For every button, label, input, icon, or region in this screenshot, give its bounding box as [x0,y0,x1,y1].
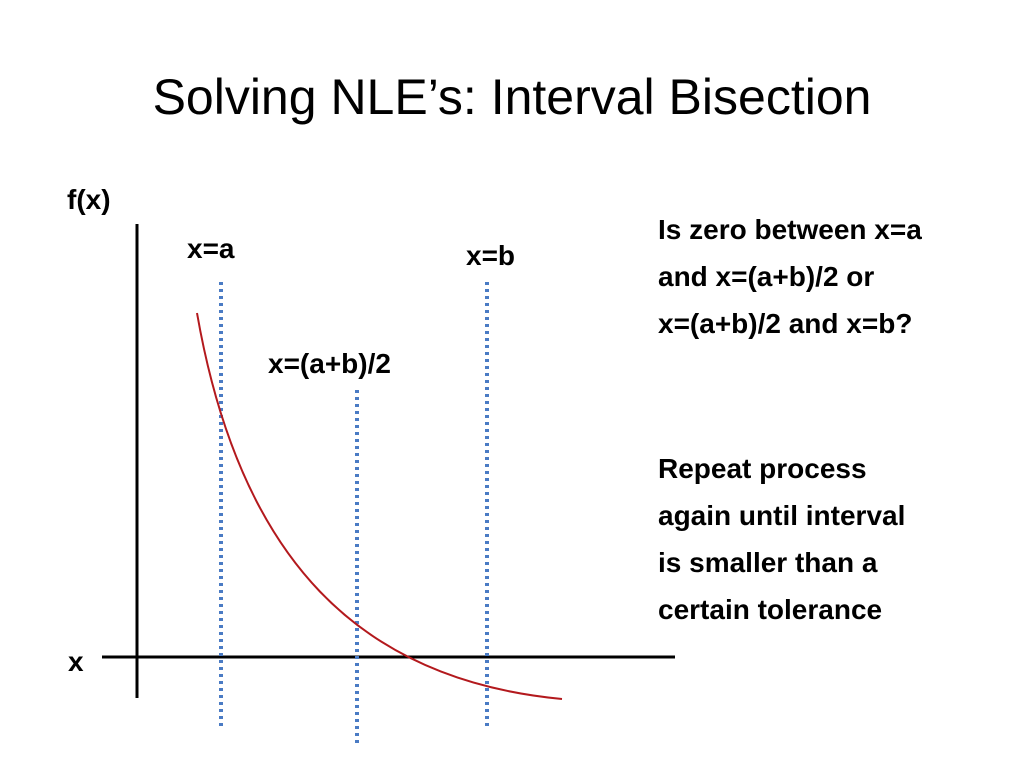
marker-label-b: x=b [466,240,515,271]
slide-title: Solving NLE’s: Interval Bisection [152,69,872,125]
repeat-line: Repeat process [658,453,867,484]
question-line: x=(a+b)/2 and x=b? [658,308,913,339]
question-line: Is zero between x=a [658,214,922,245]
question-line: and x=(a+b)/2 or [658,261,875,292]
repeat-note: Repeat process again until interval is s… [658,445,1008,633]
function-curve [196,312,563,700]
x-axis-label: x [68,646,84,677]
repeat-line: again until interval [658,500,906,531]
marker-label-a: x=a [187,233,235,264]
marker-label-mid: x=(a+b)/2 [268,348,391,379]
question-note: Is zero between x=a and x=(a+b)/2 or x=(… [658,206,1008,347]
repeat-line: certain tolerance [658,594,883,625]
y-axis-label: f(x) [67,184,111,215]
repeat-line: is smaller than a [658,547,878,578]
